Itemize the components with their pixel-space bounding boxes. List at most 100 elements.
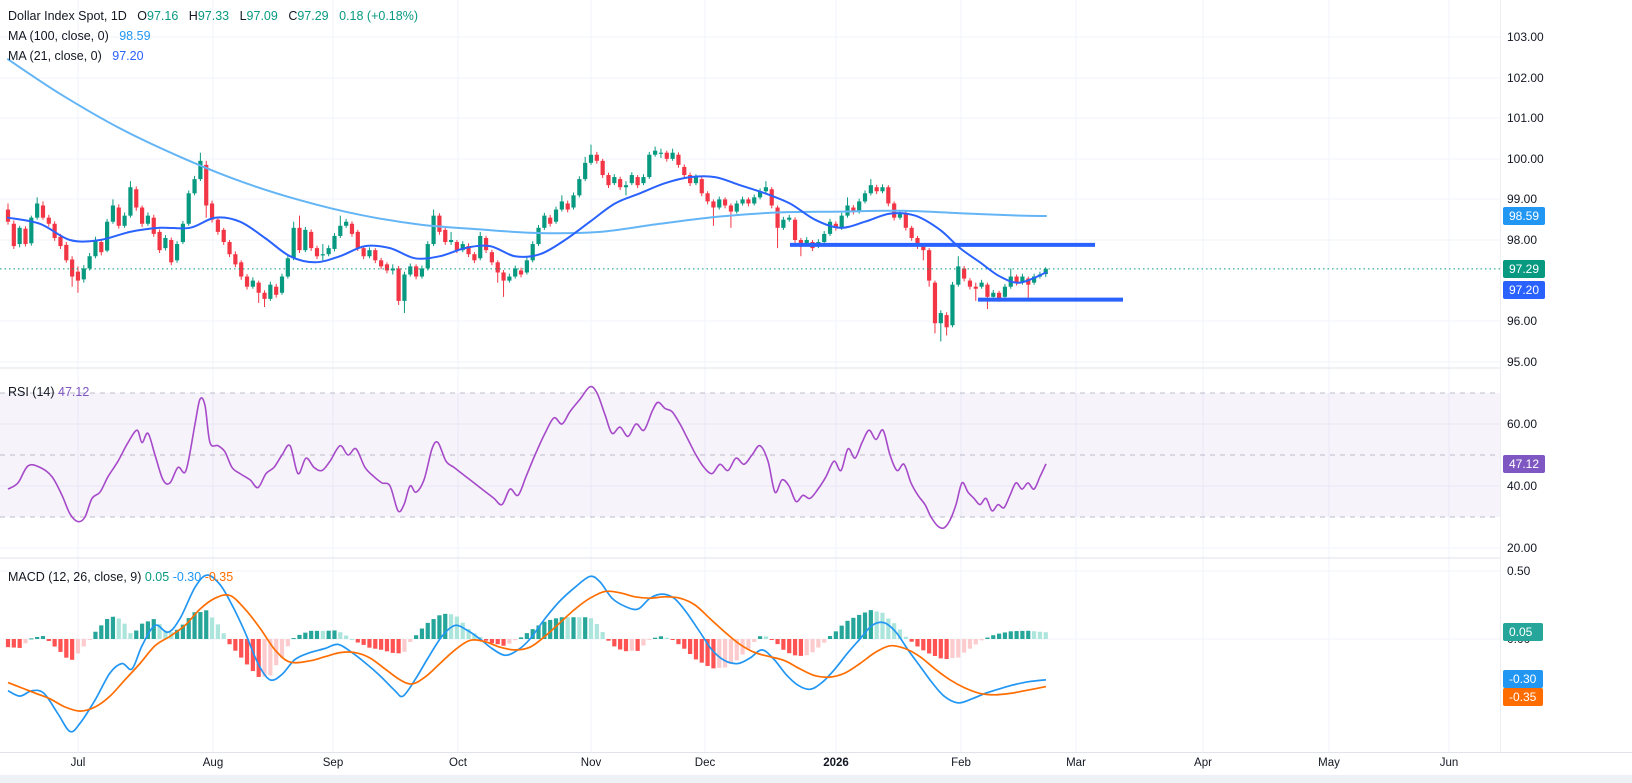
candle-body — [495, 262, 500, 273]
candle-body — [169, 240, 174, 263]
macd-histogram-bar — [658, 636, 664, 639]
macd-histogram-bar — [542, 621, 547, 639]
macd-histogram-bar — [414, 635, 419, 639]
candle-body — [460, 244, 465, 251]
macd-histogram-bar — [472, 633, 477, 639]
rsi-tick-label: 60.00 — [1507, 417, 1538, 431]
candle-body — [577, 179, 582, 196]
time-axis-label: Nov — [580, 757, 602, 769]
price-tick-label: 103.00 — [1507, 30, 1544, 44]
rsi-legend[interactable]: RSI (14) 47.12 — [8, 385, 89, 399]
ma21-value: 97.20 — [112, 49, 144, 63]
macd-histogram-bar — [921, 639, 926, 651]
candle-body — [874, 187, 879, 192]
macd-histogram-bar — [553, 618, 559, 639]
candle-body — [559, 201, 564, 210]
macd-histogram-bar — [128, 633, 133, 639]
macd-histogram-bar — [110, 616, 116, 639]
candle-body — [618, 179, 623, 188]
macd-histogram-bar — [927, 639, 932, 654]
bottom-scroll-strip — [0, 775, 1632, 783]
candle-body — [448, 240, 454, 243]
macd-histogram-bar — [1043, 632, 1048, 639]
candle-body — [973, 286, 978, 289]
macd-histogram-bar — [314, 630, 320, 639]
candle-body — [548, 217, 553, 224]
candle-body — [752, 197, 757, 204]
axis-value-badge: 47.12 — [1503, 455, 1546, 473]
candle-body — [833, 223, 838, 228]
price-axis[interactable]: 103.00 102.00 101.00 100.00 99.00 98.00 96.00 9… — [1500, 0, 1632, 752]
candle-body — [291, 227, 296, 259]
axis-value-badge: -0.35 — [1503, 688, 1543, 706]
candle-body — [623, 185, 629, 188]
chart-plot-area[interactable]: Dollar Index Spot, 1D O97.16 H97.33 L97.… — [0, 0, 1500, 783]
chart-canvas[interactable] — [0, 0, 1500, 783]
macd-histogram-bar — [956, 639, 961, 658]
ma21-legend[interactable]: MA (21, close, 0) 97.20 — [8, 46, 418, 66]
macd-histogram-bar — [991, 635, 996, 639]
candle-body — [489, 252, 494, 263]
macd-tick-label: 0.50 — [1507, 564, 1531, 578]
price-tick-label: 102.00 — [1507, 71, 1544, 85]
candle-body — [29, 217, 34, 244]
candle-body — [58, 236, 63, 247]
macd-histogram-bar — [373, 639, 378, 649]
macd-histogram-bar — [291, 638, 296, 640]
candle-body — [186, 193, 191, 224]
macd-histogram-bar — [326, 630, 331, 639]
macd-histogram-bar — [11, 639, 16, 648]
candle-body — [87, 256, 92, 269]
candle-body — [857, 201, 862, 212]
macd-histogram-bar — [285, 639, 290, 647]
candle-body — [967, 280, 973, 287]
axis-value-badge: -0.30 — [1503, 670, 1543, 688]
symbol-title[interactable]: Dollar Index Spot, 1D — [8, 9, 127, 23]
macd-histogram-bar — [816, 639, 821, 648]
candle-body — [355, 231, 360, 249]
macd-histogram-bar — [973, 639, 978, 645]
change-value: 0.18 (+0.18%) — [339, 9, 418, 23]
macd-histogram-bar — [862, 612, 868, 639]
candle-body — [583, 162, 588, 180]
macd-histogram-bar — [279, 639, 285, 658]
macd-histogram-bar — [303, 632, 308, 639]
candle-body — [81, 268, 86, 280]
macd-histogram-bar — [244, 639, 250, 665]
macd-histogram-bar — [163, 630, 168, 639]
candle-body — [787, 217, 792, 220]
macd-histogram-bar — [70, 639, 75, 660]
candle-body — [209, 203, 215, 220]
macd-histogram-bar — [594, 624, 599, 639]
ma100-legend[interactable]: MA (100, close, 0) 98.59 — [8, 26, 418, 46]
macd-legend[interactable]: MACD (12, 26, close, 9) 0.05 -0.30 -0.35 — [8, 570, 233, 584]
macd-histogram-bar — [985, 637, 990, 639]
macd-histogram-bar — [688, 639, 693, 655]
macd-histogram-bar — [437, 615, 442, 639]
macd-histogram-bar — [1031, 631, 1037, 639]
time-axis-label: Sep — [322, 757, 344, 769]
candle-body — [1002, 286, 1008, 297]
candle-body — [676, 154, 681, 165]
macd-histogram-bar — [1020, 630, 1025, 639]
candle-body — [769, 189, 774, 206]
candle-body — [880, 187, 885, 192]
symbol-legend-main[interactable]: Dollar Index Spot, 1D O97.16 H97.33 L97.… — [8, 6, 418, 26]
symbol-legend[interactable]: Dollar Index Spot, 1D O97.16 H97.33 L97.… — [8, 6, 418, 66]
macd-histogram-bar — [81, 639, 86, 647]
macd-hist-value: 0.05 — [144, 570, 170, 584]
macd-histogram-bar — [536, 625, 541, 639]
candle-body — [454, 242, 460, 251]
macd-histogram-bar — [145, 621, 151, 639]
candle-body — [530, 244, 535, 261]
macd-histogram-bar — [804, 639, 809, 656]
time-axis[interactable]: Jul Aug Sep Oct Nov Dec 2026 Feb Mar Apr May Jun — [0, 752, 1632, 775]
axis-value-badge: 0.05 — [1503, 623, 1543, 641]
candle-body — [792, 219, 798, 240]
candle-body — [781, 219, 786, 228]
macd-histogram-bar — [571, 617, 576, 639]
macd-histogram-bar — [857, 614, 862, 639]
candle-body — [501, 272, 506, 281]
candle-body — [513, 268, 518, 277]
macd-histogram-bar — [425, 622, 430, 639]
